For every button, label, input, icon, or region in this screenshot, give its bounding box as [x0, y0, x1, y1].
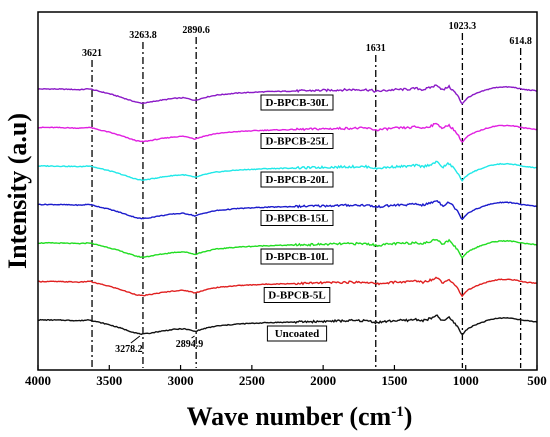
annotation-label: 3263.8 [129, 30, 157, 41]
x-tick-label: 1500 [381, 373, 407, 388]
annotation-label: 614.8 [509, 36, 532, 47]
x-axis-title: Wave number (cm-1) [187, 402, 413, 431]
x-tick-label: 4000 [25, 373, 51, 388]
series-label: D-BPCB-5L [268, 290, 325, 302]
x-tick-label: 2500 [239, 373, 265, 388]
series-label: D-BPCB-15L [266, 213, 329, 225]
annotation-label: 2894.9 [176, 339, 204, 350]
x-tick-label: 1000 [453, 373, 479, 388]
series-label-frame [260, 133, 334, 149]
series-label-frame [260, 171, 334, 188]
series-label-box: D-BPCB-10L [260, 248, 334, 265]
series-label-box: D-BPCB-30L [260, 94, 334, 111]
series-label-box: D-BPCB-15L [260, 210, 334, 226]
series-label-box: Uncoated [266, 325, 328, 342]
series-layer [37, 84, 538, 336]
plot-frame [37, 11, 538, 371]
series-label: D-BPCB-25L [266, 136, 329, 148]
annotation-label: 3621 [82, 48, 102, 59]
series-line [37, 276, 538, 298]
annotation-arrow [191, 335, 195, 339]
series-line [37, 238, 538, 259]
annotation-label: 2890.6 [182, 25, 210, 36]
annotation-labels: 3621 3263.8 2890.6 1631 1023.3 614.8 3278.2 289… [82, 21, 532, 355]
annotation-lines [91, 33, 522, 368]
series-label-frame [260, 210, 334, 226]
series-label-frame [266, 325, 328, 342]
y-axis-title: Intensity (a.u) [3, 113, 32, 269]
series-label-box: D-BPCB-5L [263, 287, 331, 303]
annotation-label: 3278.2 [115, 344, 143, 355]
series-line [37, 160, 538, 182]
annotation-arrow [130, 335, 141, 344]
series-label: D-BPCB-20L [266, 174, 329, 186]
series-label-frame [260, 248, 334, 265]
annotation-label: 1631 [366, 43, 386, 54]
series-labels: D-BPCB-30L D-BPCB-25L D-BPCB-20L D-BPCB-15L… [260, 94, 334, 342]
x-tick-label: 2000 [310, 373, 336, 388]
series-label-frame [260, 94, 334, 111]
x-tick-label: 3500 [96, 373, 122, 388]
series-label: Uncoated [275, 328, 320, 340]
series-line [37, 122, 538, 143]
x-axis-ticks: 4000 3500 3000 2500 2000 1500 1000 500 [25, 365, 547, 388]
series-label-box: D-BPCB-20L [260, 171, 334, 188]
series-line [37, 314, 538, 336]
series-label: D-BPCB-10L [266, 251, 329, 263]
series-line [37, 199, 538, 220]
series-label: D-BPCB-30L [266, 97, 329, 109]
series-label-frame [263, 287, 331, 303]
x-tick-label: 3000 [168, 373, 194, 388]
series-line [37, 84, 538, 105]
annotation-label: 1023.3 [449, 21, 477, 32]
x-tick-label: 500 [527, 373, 547, 388]
series-label-box: D-BPCB-25L [260, 133, 334, 149]
